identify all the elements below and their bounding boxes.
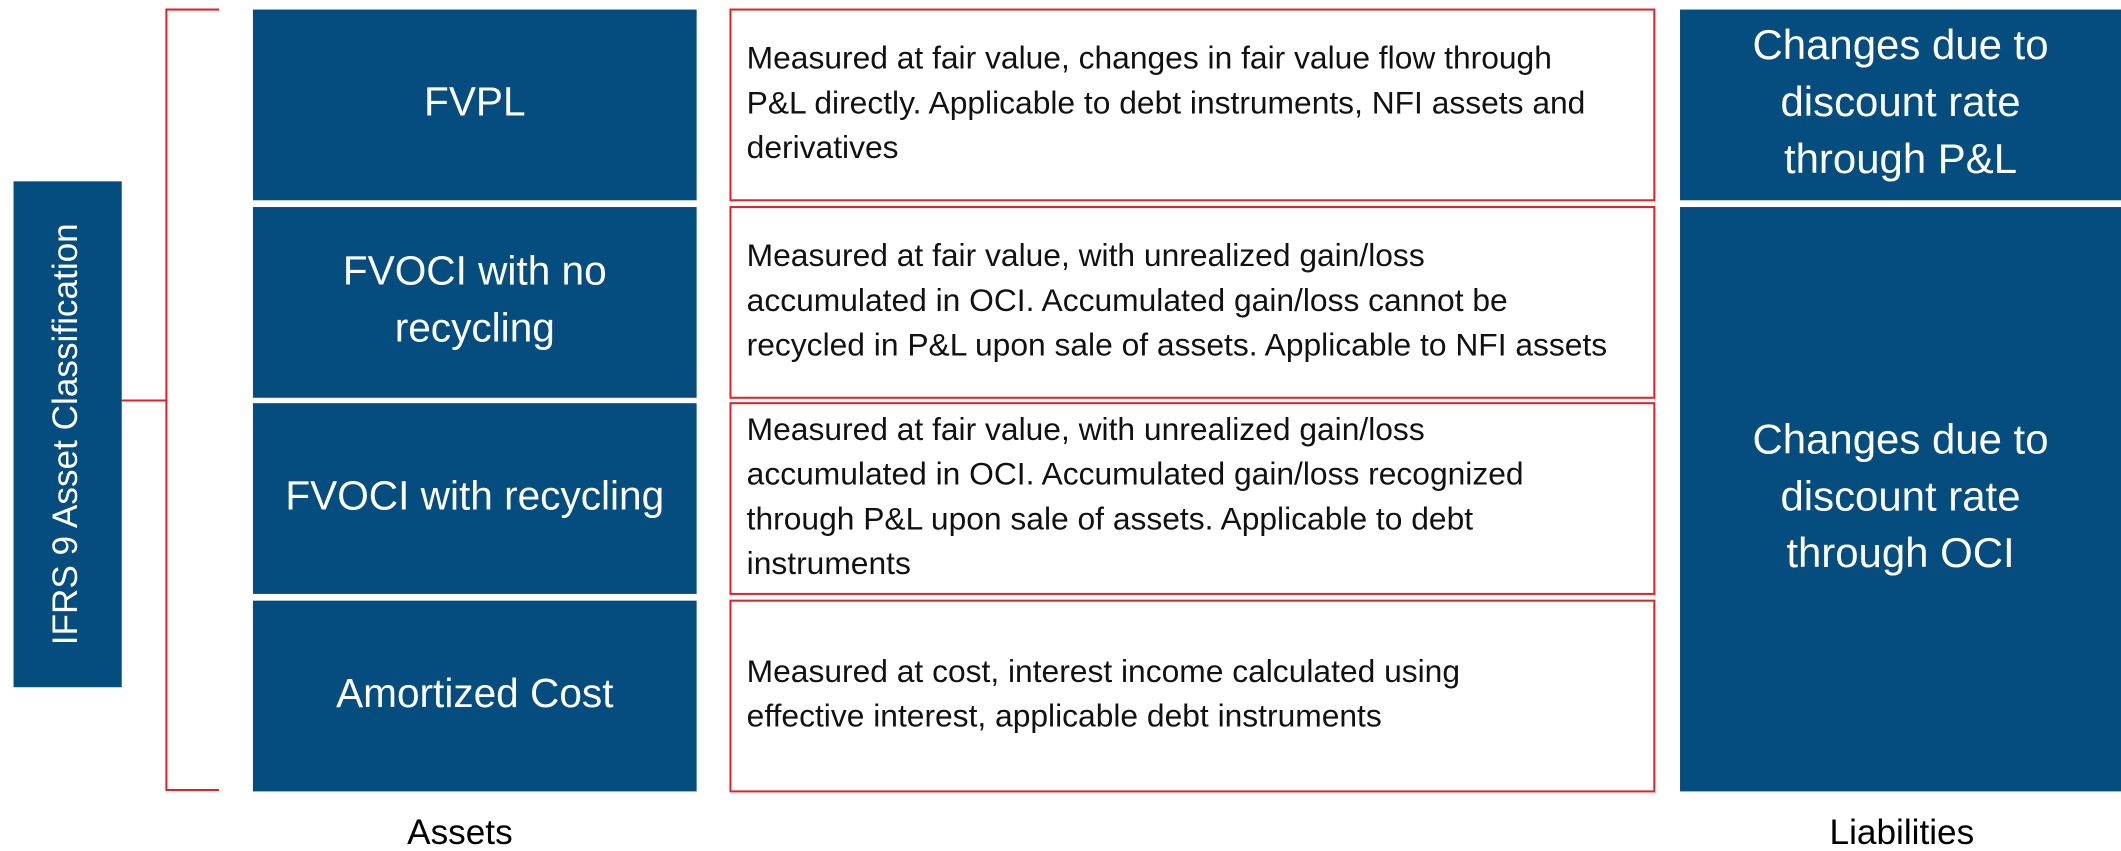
description-box <box>729 599 1656 793</box>
category-box <box>252 403 697 594</box>
category-label: recycling <box>395 305 555 351</box>
description-text: Measured at fair value, with unrealized … <box>747 237 1425 273</box>
description-text: accumulated in OCI. Accumulated gain/los… <box>747 456 1524 492</box>
description-text: recycled in P&L upon sale of assets. App… <box>747 326 1607 362</box>
description-text: Measured at cost, interest income calcul… <box>747 653 1460 689</box>
liability-box <box>1680 207 2121 792</box>
category-box <box>252 600 697 792</box>
description-text: accumulated in OCI. Accumulated gain/los… <box>747 282 1508 318</box>
assets-label: Assets <box>407 813 513 851</box>
liability-label: through P&L <box>1784 135 2017 182</box>
description-box <box>729 8 1656 202</box>
category-label: FVPL <box>424 79 526 125</box>
liability-label: through OCI <box>1786 529 2014 576</box>
side-label: IFRS 9 Asset Classification <box>46 223 85 645</box>
description-text: through P&L upon sale of assets. Applica… <box>747 500 1474 536</box>
description-text: effective interest, applicable debt inst… <box>747 698 1382 734</box>
description-text: P&L directly. Applicable to debt instrum… <box>747 84 1586 120</box>
description-text: derivatives <box>747 129 899 165</box>
liability-box <box>1680 9 2121 201</box>
category-box <box>252 9 697 201</box>
liabilities-label: Liabilities <box>1830 813 1975 851</box>
liability-label: discount rate <box>1780 472 2020 519</box>
bracket <box>121 8 220 792</box>
liability-label: Changes due to <box>1753 415 2049 462</box>
category-box <box>252 207 697 398</box>
description-box <box>729 402 1656 595</box>
category-label: FVOCI with recycling <box>285 472 664 518</box>
description-text: Measured at fair value, with unrealized … <box>747 411 1425 447</box>
description-text: instruments <box>747 545 911 581</box>
liability-label: Changes due to <box>1753 21 2049 68</box>
description-text: Measured at fair value, changes in fair … <box>747 40 1552 76</box>
description-box <box>729 206 1656 399</box>
category-label: FVOCI with no <box>343 248 607 294</box>
liability-label: discount rate <box>1780 78 2020 125</box>
category-label: Amortized Cost <box>336 670 613 716</box>
side-box <box>13 181 122 688</box>
